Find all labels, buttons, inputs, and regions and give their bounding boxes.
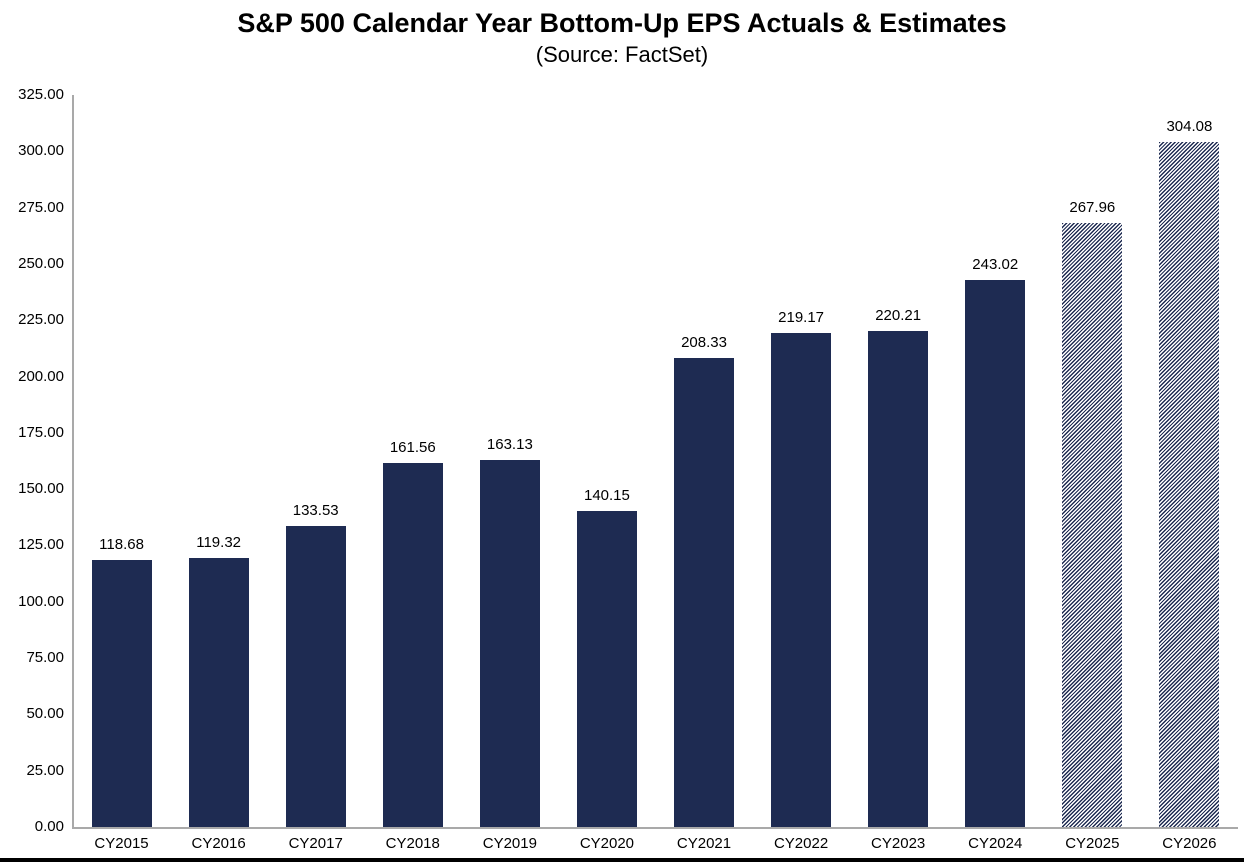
bar-cy2015-actual — [91, 559, 152, 827]
chart-title: S&P 500 Calendar Year Bottom-Up EPS Actu… — [237, 8, 1007, 38]
x-tick-label-cy2021: CY2021 — [676, 835, 732, 852]
bar-value-label: 243.02 — [972, 255, 1019, 273]
bar-slot-cy2021: 208.33 — [655, 95, 752, 827]
bar-cy2023-actual — [868, 331, 929, 827]
x-tick-label-cy2018: CY2018 — [385, 835, 440, 852]
bar-value-label: 161.56 — [389, 439, 436, 457]
y-tick-label: 125.00 — [18, 536, 64, 554]
x-tick-label-cy2024: CY2024 — [968, 835, 1023, 852]
x-tick-label-cy2020: CY2020 — [579, 835, 635, 852]
bar-value-label: 267.96 — [1069, 199, 1116, 217]
y-tick-label: 100.00 — [18, 592, 64, 610]
bar-value-label: 220.21 — [875, 307, 922, 325]
bar-value-label: 208.33 — [681, 333, 727, 351]
bottom-divider — [0, 858, 1244, 862]
y-tick-label: 50.00 — [26, 705, 64, 723]
bar-slot-cy2016: 119.32 — [170, 95, 267, 827]
bar-slot-cy2024: 243.02 — [947, 95, 1044, 827]
x-tick-label-cy2015: CY2015 — [94, 835, 149, 852]
bar-cy2022-actual — [771, 333, 832, 827]
bar-slot-cy2019: 163.13 — [461, 95, 558, 827]
bar-cy2024-actual — [965, 279, 1026, 827]
y-axis-line — [72, 95, 74, 827]
x-axis-line — [72, 827, 1238, 829]
y-tick-label: 250.00 — [18, 254, 64, 272]
x-tick-label-cy2023: CY2023 — [871, 835, 926, 852]
x-tick-label-cy2019: CY2019 — [482, 835, 537, 852]
bar-value-label: 118.68 — [99, 535, 144, 553]
chart-subtitle: (Source: FactSet) — [535, 42, 709, 67]
y-tick-label: 200.00 — [18, 367, 64, 385]
bar-cy2016-actual — [188, 558, 249, 827]
bar-slot-cy2026: 304.08 — [1141, 95, 1238, 827]
x-axis-labels: CY2015 CY2016 CY2017 CY2018 CY2019 CY2020 CY20… — [73, 835, 1238, 852]
bar-cy2018-actual — [382, 463, 443, 827]
y-axis: 0.00 25.00 50.00 75.00 100.00 125.00 150.00 175… — [0, 0, 64, 866]
x-tick-label-cy2025: CY2025 — [1065, 835, 1120, 852]
plot-area: 118.68 119.32 133.53 161.56 163.13 140.15 208.… — [72, 95, 1238, 829]
y-tick-label: 25.00 — [26, 761, 64, 779]
y-tick-label: 150.00 — [18, 480, 64, 498]
x-tick-label-cy2017: CY2017 — [288, 835, 343, 852]
x-tick-label-cy2016: CY2016 — [191, 835, 246, 852]
bar-value-label: 163.13 — [486, 435, 533, 453]
y-tick-label: 325.00 — [18, 86, 64, 103]
bar-cy2021-actual — [674, 357, 734, 827]
bar-cy2017-actual — [285, 526, 346, 827]
y-tick-label: 0.00 — [34, 818, 64, 835]
bar-slot-cy2022: 219.17 — [753, 95, 850, 827]
bar-value-label: 133.53 — [292, 502, 339, 520]
y-tick-label: 275.00 — [18, 198, 64, 216]
bar-slot-cy2018: 161.56 — [364, 95, 461, 827]
y-tick-label: 175.00 — [18, 423, 64, 441]
y-tick-label: 225.00 — [18, 311, 64, 329]
bar-cy2020-actual — [576, 511, 637, 827]
bar-cy2025-estimate — [1062, 223, 1123, 827]
y-tick-label: 300.00 — [18, 142, 64, 160]
y-tick-label: 75.00 — [26, 649, 64, 667]
bar-slot-cy2017: 133.53 — [267, 95, 364, 827]
bar-cy2019-actual — [479, 459, 540, 827]
bar-slot-cy2015: 118.68 — [73, 95, 170, 827]
bar-slot-cy2025: 267.96 — [1044, 95, 1141, 827]
bar-value-label: 304.08 — [1166, 118, 1213, 136]
bar-value-label: 219.17 — [778, 309, 825, 327]
bar-slot-cy2023: 220.21 — [850, 95, 947, 827]
bar-slot-cy2020: 140.15 — [558, 95, 655, 827]
x-tick-label-cy2022: CY2022 — [773, 835, 829, 852]
bar-value-label: 140.15 — [583, 487, 630, 505]
bar-cy2026-estimate — [1159, 142, 1220, 827]
bars-container: 118.68 119.32 133.53 161.56 163.13 140.15 208.… — [73, 95, 1238, 827]
x-tick-label-cy2026: CY2026 — [1162, 835, 1217, 852]
bar-value-label: 119.32 — [196, 534, 241, 552]
